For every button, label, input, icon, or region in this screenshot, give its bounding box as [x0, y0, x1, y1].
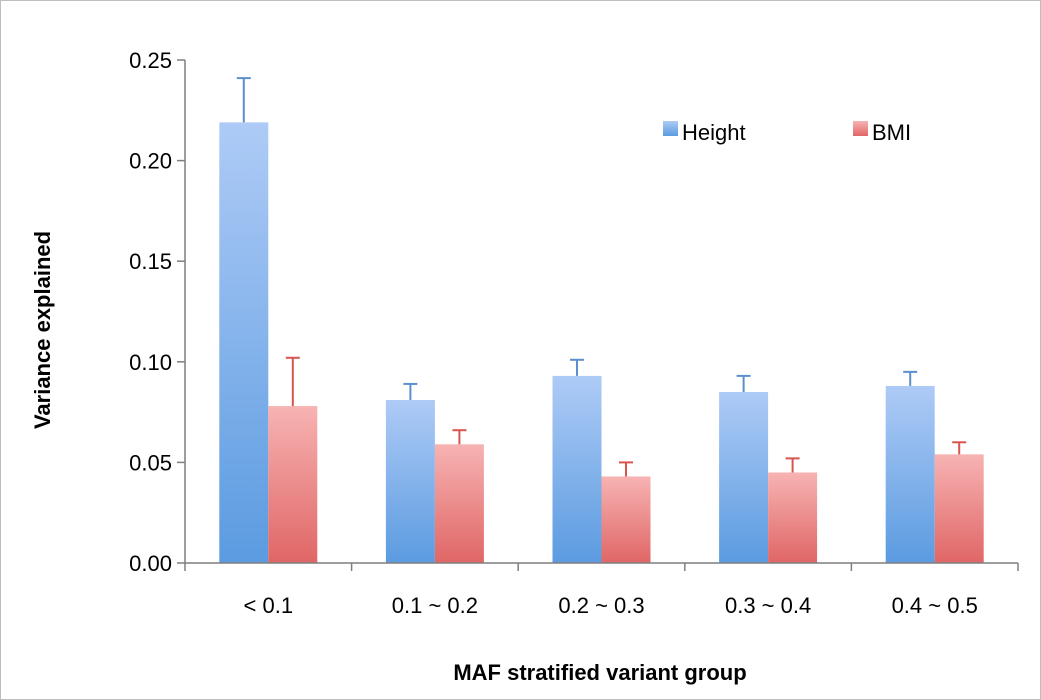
error-bar-height-1: [403, 382, 418, 401]
bar-height-3: [719, 391, 769, 563]
legend: Height BMI: [663, 120, 911, 145]
y-tick-label: 0.25: [129, 48, 172, 73]
bars-layer: [219, 122, 984, 563]
bar-height-4: [885, 385, 935, 563]
error-bar-bmi-1: [452, 429, 467, 445]
x-tick-label: 0.1 ~ 0.2: [392, 593, 478, 618]
bar-bmi-4: [934, 454, 984, 563]
legend-label-bmi: BMI: [872, 120, 911, 145]
legend-label-height: Height: [682, 120, 746, 145]
x-tick-label: 0.3 ~ 0.4: [725, 593, 811, 618]
error-bars-layer: [236, 77, 967, 477]
error-bar-bmi-4: [952, 441, 967, 455]
error-bar-height-0: [236, 77, 251, 123]
axes-layer: [177, 59, 1019, 571]
bar-height-2: [552, 375, 602, 563]
x-tick-label: 0.2 ~ 0.3: [558, 593, 644, 618]
bar-height-0: [219, 122, 269, 563]
legend-swatch-height: [663, 121, 678, 136]
bar-height-1: [385, 400, 435, 563]
error-bar-height-2: [570, 358, 584, 376]
y-tick-label: 0.00: [129, 551, 172, 576]
x-axis-title: MAF stratified variant group: [453, 660, 746, 685]
y-tick-label: 0.10: [129, 350, 172, 375]
bar-bmi-2: [601, 476, 651, 563]
y-tick-label: 0.20: [129, 149, 172, 174]
error-bar-bmi-3: [785, 457, 800, 473]
error-bar-bmi-0: [285, 356, 300, 407]
x-tick-label: < 0.1: [244, 593, 294, 618]
bar-bmi-1: [434, 444, 484, 563]
y-axis-title: Variance explained: [30, 231, 55, 429]
x-tick-label: 0.4 ~ 0.5: [892, 593, 978, 618]
error-bar-height-3: [736, 374, 751, 392]
y-tick-label: 0.15: [129, 249, 172, 274]
legend-swatch-bmi: [853, 121, 868, 136]
bar-bmi-3: [768, 472, 818, 563]
y-tick-label: 0.05: [129, 450, 172, 475]
labels-layer: < 0.1 0.1 ~ 0.2 0.2 ~ 0.3 0.3 ~ 0.4 0.4 ~ 0.…: [129, 48, 978, 618]
error-bar-bmi-2: [619, 461, 633, 477]
error-bar-height-4: [903, 370, 918, 386]
bar-bmi-0: [268, 406, 318, 563]
